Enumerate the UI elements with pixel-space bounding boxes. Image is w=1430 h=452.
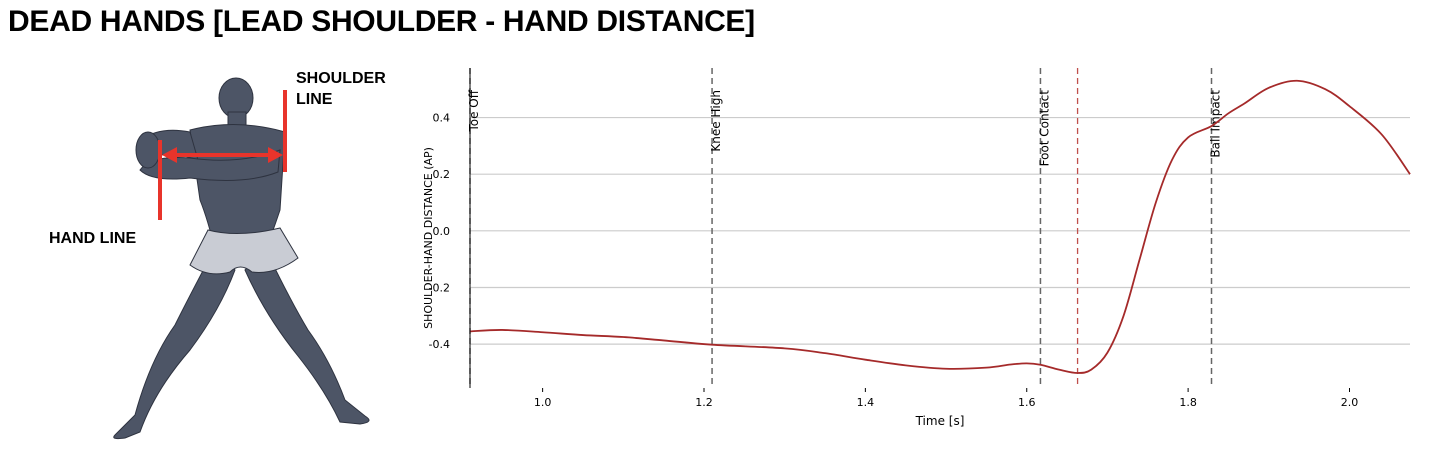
y-tick-label: 0.2 [433,168,451,181]
figure-right-leg [244,247,370,425]
figure-hands [135,131,161,169]
x-axis-label: Time [s] [915,414,965,428]
event-layer: Toe Off Knee High Foot Contact Ball Impact [467,68,1223,388]
y-tick-label: 0.0 [433,225,451,238]
grid-layer [470,116,1410,345]
axis-layer: 0.4 0.2 0.0 -0.2 -0.4 1.0 1.2 1.4 1.6 1.8 2.0 [429,68,1359,409]
figure-left-leg [113,247,236,440]
data-series-line [469,79,1411,374]
hand-line-label: HAND LINE [49,230,137,247]
shoulder-label-line1: SHOULDER [296,70,386,87]
x-tick-label: 2.0 [1341,396,1359,409]
x-tick-label: 1.0 [534,396,552,409]
series-layer [469,79,1411,374]
label-layer: Time [s] SHOULDER-HAND DISTANCE (AP) [422,147,964,428]
y-tick-label: -0.4 [429,338,450,351]
event-label: Foot Contact [1037,90,1051,167]
distance-chart: Toe Off Knee High Foot Contact Ball Impact … [422,68,1411,428]
body-figure: SHOULDER LINE HAND LINE [40,60,420,445]
y-tick-label: 0.4 [433,112,451,125]
figure-shorts [189,227,299,275]
page-title: DEAD HANDS [LEAD SHOULDER - HAND DISTANC… [8,5,755,38]
x-tick-label: 1.2 [695,396,713,409]
shoulder-label-line2: LINE [296,91,333,108]
x-tick-label: 1.4 [857,396,875,409]
shoulder-line-label: SHOULDER LINE [296,68,416,110]
x-tick-label: 1.8 [1179,396,1197,409]
y-axis-label: SHOULDER-HAND DISTANCE (AP) [422,147,435,329]
y-tick-label: -0.2 [429,281,450,294]
distance-arrow-left-head [162,147,177,163]
event-label: Toe Off [467,89,481,132]
event-label: Knee High [709,90,723,152]
distance-arrow-right-head [268,147,283,163]
x-tick-label: 1.6 [1018,396,1036,409]
body-figure-illustration [113,77,370,440]
